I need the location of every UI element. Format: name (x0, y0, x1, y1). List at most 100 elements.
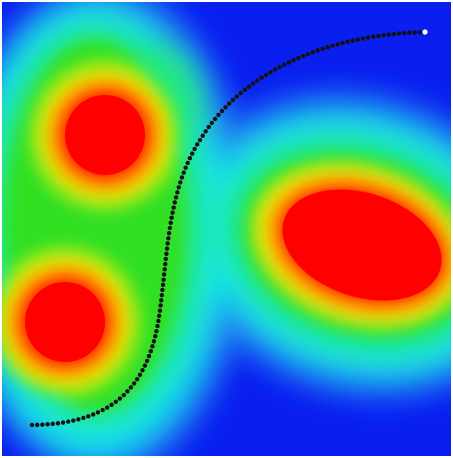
route-dot (159, 298, 164, 303)
route-dot (95, 410, 101, 415)
route-dot (161, 272, 167, 277)
route-dot (277, 64, 282, 70)
route-dot (146, 353, 152, 359)
route-dot (104, 405, 110, 410)
route-dot (345, 39, 350, 45)
route-dot (71, 418, 76, 423)
route-dot (55, 421, 61, 426)
route-dot (162, 267, 167, 272)
route-dot (335, 42, 340, 47)
route-dot (167, 225, 173, 231)
route-dot (171, 205, 176, 210)
route-dot (282, 62, 287, 67)
route-dot (161, 277, 166, 282)
route-dot (376, 33, 381, 39)
route-dot (183, 165, 188, 170)
route-dot (163, 261, 168, 267)
route-dot (121, 392, 126, 398)
route-dot (165, 241, 170, 246)
route-dot (151, 339, 157, 344)
route-dot (168, 220, 173, 226)
route-dot (45, 422, 50, 427)
route-dot (209, 120, 215, 126)
route-dot (176, 185, 181, 190)
route-dot (164, 251, 169, 256)
route-dot (179, 175, 185, 180)
route-dot (169, 215, 174, 220)
route-dot (29, 422, 35, 428)
route-dot (268, 69, 273, 75)
route-dot (219, 108, 225, 114)
route-dot (86, 414, 91, 419)
route-dot (355, 37, 361, 42)
route-dot (185, 160, 190, 166)
peak (65, 95, 145, 175)
route-dot (203, 129, 208, 134)
route-dot (148, 348, 154, 354)
route-dot (305, 51, 311, 57)
route-dot (166, 230, 172, 236)
route-dot (160, 282, 166, 288)
route-dot (386, 32, 391, 37)
route-dots (29, 29, 428, 428)
route-dot (113, 399, 119, 404)
route-dot (163, 256, 169, 262)
route-dot (396, 31, 402, 36)
route-dot (250, 81, 256, 86)
route-dot (195, 142, 200, 147)
route-dot (109, 402, 114, 407)
route-dot (407, 30, 412, 35)
route-dot (246, 84, 252, 89)
route-dot (381, 33, 386, 38)
route-dot (157, 313, 162, 319)
route-dot (263, 72, 269, 78)
route-dot (360, 36, 366, 41)
route-dot (223, 105, 228, 110)
route-dot (300, 53, 306, 59)
route-dot (153, 334, 158, 339)
route-dot (365, 35, 371, 40)
route-dot (259, 75, 264, 80)
route-dot (212, 116, 218, 122)
route-dot (417, 29, 422, 35)
route-dot (230, 97, 236, 103)
route-dot (157, 308, 163, 313)
route-dot (50, 421, 55, 427)
route-dot (76, 417, 81, 422)
route-dot (158, 303, 163, 308)
route-dot (330, 43, 335, 48)
route-dot (35, 422, 40, 428)
route-dot (325, 45, 330, 50)
route-dot (154, 328, 159, 334)
route-dot (40, 422, 45, 427)
route-dot (234, 94, 240, 99)
route-dot (175, 190, 180, 195)
route-dot (144, 358, 150, 364)
route-dot (164, 246, 170, 251)
route-dot (371, 34, 376, 39)
route-dot (90, 412, 96, 417)
route-dot (320, 46, 325, 52)
route-dot (412, 30, 417, 35)
route-dot (402, 30, 407, 36)
route-dot (187, 156, 193, 161)
route-dot (137, 372, 143, 377)
route-dot (166, 236, 171, 241)
route-dot (156, 318, 161, 324)
route-dot (100, 407, 105, 413)
route-dot (150, 344, 155, 349)
route-dot (173, 195, 179, 200)
route-dot (125, 389, 130, 394)
route-dot (66, 419, 71, 424)
route-dot (206, 124, 211, 130)
route-dot (340, 40, 345, 46)
route-dot (291, 57, 296, 63)
route-dot (178, 180, 183, 185)
route-dot (160, 287, 165, 293)
route-dot (310, 50, 316, 55)
route-dot (216, 112, 221, 118)
route-dot (117, 396, 123, 401)
route-dot (189, 151, 195, 156)
